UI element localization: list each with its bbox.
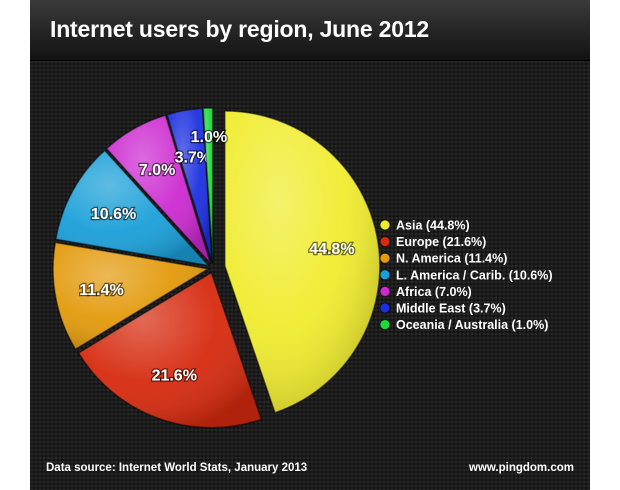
legend-marker: [379, 252, 391, 264]
legend-marker: [379, 302, 391, 314]
slice-data-label: 7.0%: [139, 162, 175, 179]
legend-item: Oceania / Australia (1.0%): [379, 318, 548, 332]
legend-marker: [379, 219, 391, 231]
slice-data-label: 3.7%: [175, 149, 211, 166]
legend-label: N. America (11.4%): [396, 252, 507, 266]
chart-title: Internet users by region, June 2012: [50, 16, 430, 42]
pie-slice-oceania-australia: [202, 107, 214, 264]
pie-slice-l-america-carib: [55, 149, 211, 267]
legend-item: Middle East (3.7%): [379, 302, 506, 316]
slice-data-label: 10.6%: [91, 206, 136, 223]
pie-slice-middle-east: [166, 107, 213, 264]
legend-marker: [379, 285, 391, 297]
pie-slice-europe: [77, 271, 263, 429]
legend-item: Europe (21.6%): [379, 235, 486, 249]
legend-label: Europe (21.6%): [396, 235, 486, 249]
pie-slice-shading: [55, 150, 209, 266]
legend-label: Oceania / Australia (1.0%): [396, 318, 548, 332]
title-bar: Internet users by region, June 2012: [30, 0, 590, 61]
legend-item: N. America (11.4%): [379, 252, 507, 266]
legend-label: Asia (44.8%): [396, 219, 470, 233]
legend-item: Africa (7.0%): [379, 285, 472, 299]
pie-chart: 44.8% 21.6% 11.4% 10.6% 7.0%3.7% 1.0% Asia (44…: [52, 107, 553, 429]
slice-data-label: 21.6%: [152, 368, 197, 385]
legend-item: Asia (44.8%): [379, 219, 470, 233]
legend-label: L. America / Carib. (10.6%): [396, 268, 553, 282]
slice-data-label: 11.4%: [79, 282, 123, 299]
pie-slice-africa: [105, 114, 212, 265]
pie-slice-shading: [224, 111, 380, 413]
data-source-note: Data source: Internet World Stats, Janua…: [46, 462, 308, 474]
pie-slice-shading: [78, 272, 262, 428]
legend-marker: [379, 319, 391, 331]
pie-slice-shading: [106, 115, 211, 264]
legend-marker: [379, 236, 391, 248]
pie-slice-n-america: [52, 241, 211, 351]
pie-slice-shading: [203, 108, 213, 264]
legend-label: Middle East (3.7%): [396, 302, 506, 316]
legend-label: Africa (7.0%): [396, 285, 472, 299]
chart-card: Internet users by region, June 2012 44.8…: [30, 0, 590, 490]
pie-slice-shading: [53, 242, 209, 350]
slice-data-label: 1.0%: [191, 129, 227, 146]
slice-data-label: 44.8%: [309, 241, 354, 258]
legend-item: L. America / Carib. (10.6%): [379, 268, 553, 282]
site-url: www.pingdom.com: [469, 462, 574, 474]
legend-marker: [379, 269, 391, 281]
pie-slice-shading: [167, 108, 213, 264]
pie-slice-asia: [224, 110, 381, 414]
